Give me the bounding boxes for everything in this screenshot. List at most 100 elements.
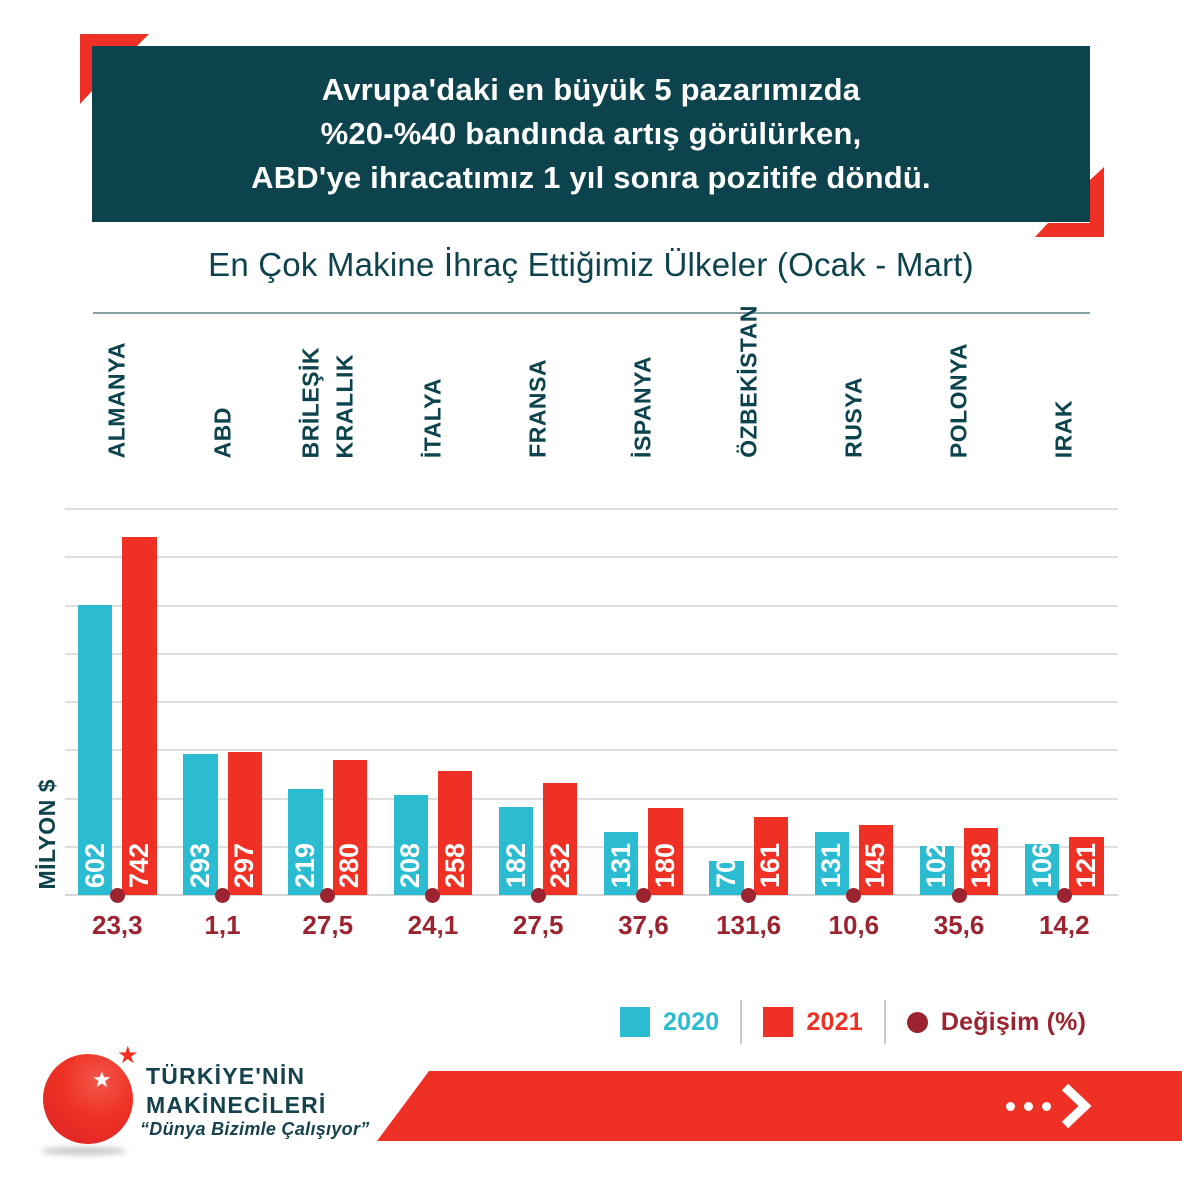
header-banner: Avrupa'daki en büyük 5 pazarımızda %20-%… xyxy=(92,46,1090,222)
header-line-1: Avrupa'daki en büyük 5 pazarımızda xyxy=(321,72,861,107)
change-value: 27,5 xyxy=(302,910,354,940)
header-line-2: %20-%40 bandında artış görülürken, xyxy=(320,116,862,151)
bar-2020: 602 xyxy=(78,604,113,895)
bar-value: 131 xyxy=(815,843,849,888)
change-value: 23,3 xyxy=(91,910,143,940)
country-label: ALMANYA xyxy=(104,342,131,458)
bar-2020: 106 xyxy=(1024,843,1060,895)
bar-2021: 297 xyxy=(227,751,262,895)
brand-name-line1: TÜRKİYE'NİN xyxy=(146,1063,306,1089)
arrow-dot-icon xyxy=(1006,1101,1015,1111)
gridline xyxy=(65,749,1118,752)
change-dot xyxy=(215,887,231,903)
bar-value-text: 293 xyxy=(184,842,215,888)
change-value: 14,2 xyxy=(1038,910,1090,940)
bar-value-text: 182 xyxy=(500,842,531,888)
legend-divider xyxy=(883,1000,886,1044)
bar-value: 208 xyxy=(394,843,428,888)
bar-2020: 131 xyxy=(814,831,849,895)
bar-2021: 145 xyxy=(858,825,894,895)
legend-divider xyxy=(740,1000,743,1044)
country-label-text: RUSYA xyxy=(840,377,867,458)
country-label-text: BRİLEŞİK xyxy=(297,346,324,458)
bar-value: 219 xyxy=(288,843,322,888)
bar-value: 280 xyxy=(333,843,367,888)
bar-2021: 280 xyxy=(332,759,368,895)
change-dot xyxy=(635,887,651,903)
bar-value: 293 xyxy=(183,843,217,888)
bar-value: 297 xyxy=(228,843,262,888)
country-label: BRİLEŞİK KRALLIK xyxy=(297,347,358,458)
star-icon-red: ★ xyxy=(117,1042,139,1069)
gridline xyxy=(65,652,1118,655)
header-line-3: ABD'ye ihracatımız 1 yıl sonra pozitife … xyxy=(251,160,931,195)
bar-value: 232 xyxy=(543,843,577,888)
country-label: POLONYA xyxy=(946,343,973,458)
legend-label: Değişim (%) xyxy=(940,1007,1087,1036)
bar-value-text: 280 xyxy=(334,842,365,888)
legend-item-deiim: Değişim (%) xyxy=(906,1007,1087,1037)
country-label: İTALYA xyxy=(419,378,446,458)
bar-2020: 293 xyxy=(183,753,218,895)
bar-value-text: 602 xyxy=(79,842,110,888)
brand-name: TÜRKİYE'NİN MAKİNECİLERİ xyxy=(146,1062,327,1120)
bar-2020: 219 xyxy=(288,789,323,895)
country-label: ÖZBEKİSTAN xyxy=(735,305,762,458)
bar-2020: 70 xyxy=(709,857,744,895)
bar-value: 161 xyxy=(754,843,788,888)
country-label: IRAK xyxy=(1051,400,1078,458)
bar-2021: 121 xyxy=(1069,836,1104,895)
gridline xyxy=(65,701,1118,703)
country-label-text: FRANSA xyxy=(524,359,551,458)
legend-swatch-square xyxy=(763,1007,794,1037)
brand-tagline: “Dünya Bizimle Çalışıyor” xyxy=(140,1119,370,1139)
bar-value-text: 742 xyxy=(123,842,154,888)
legend-swatch-square xyxy=(620,1007,650,1037)
bar-value-text: 102 xyxy=(921,842,952,888)
country-label-text: ALMANYA xyxy=(103,341,130,458)
bar-value-text: 121 xyxy=(1070,842,1101,888)
bar-value-text: 297 xyxy=(229,842,260,888)
change-dot xyxy=(741,887,757,903)
bar-2021: 232 xyxy=(543,783,578,895)
footer-ribbon xyxy=(377,1071,1182,1141)
change-value: 27,5 xyxy=(512,910,564,940)
change-value: 131,6 xyxy=(716,910,782,940)
title-divider xyxy=(93,312,1090,314)
bar-value-text: 131 xyxy=(605,842,636,888)
change-value: 35,6 xyxy=(933,910,985,940)
bar-value-text: 180 xyxy=(650,842,681,888)
bar-value-text: 106 xyxy=(1026,842,1057,888)
arrow-dot-icon xyxy=(1042,1101,1051,1111)
change-dot xyxy=(951,887,967,903)
bar-value: 138 xyxy=(964,843,998,888)
change-value: 37,6 xyxy=(618,910,669,940)
legend: 2020 2021 Değişim (%) xyxy=(620,1000,1086,1044)
bar-value-text: 131 xyxy=(816,842,847,888)
country-label-text: İTALYA xyxy=(419,377,446,458)
country-label: İSPANYA xyxy=(630,356,657,458)
country-label-text: KRALLIK xyxy=(331,353,358,458)
country-label-text: İSPANYA xyxy=(629,356,656,458)
bar-value-text: 70 xyxy=(710,857,741,888)
brand-logo-sphere xyxy=(43,1054,133,1144)
gridline xyxy=(65,845,1118,848)
y-axis-label: MİLYON $ xyxy=(34,779,60,890)
change-dot xyxy=(425,887,441,903)
country-label: RUSYA xyxy=(840,377,867,458)
bar-value: 258 xyxy=(438,843,472,888)
gridline xyxy=(65,604,1118,607)
bar-value: 602 xyxy=(78,843,112,888)
bar-2021: 138 xyxy=(964,828,999,895)
country-label-text: ÖZBEKİSTAN xyxy=(735,305,762,458)
logo-shadow xyxy=(41,1147,127,1155)
change-dot xyxy=(1056,887,1072,903)
change-dot xyxy=(320,887,336,903)
change-value: 10,6 xyxy=(828,910,880,940)
change-dot xyxy=(846,887,862,903)
bar-2020: 102 xyxy=(919,842,955,895)
bar-value: 106 xyxy=(1025,843,1059,888)
gridline xyxy=(65,556,1118,559)
